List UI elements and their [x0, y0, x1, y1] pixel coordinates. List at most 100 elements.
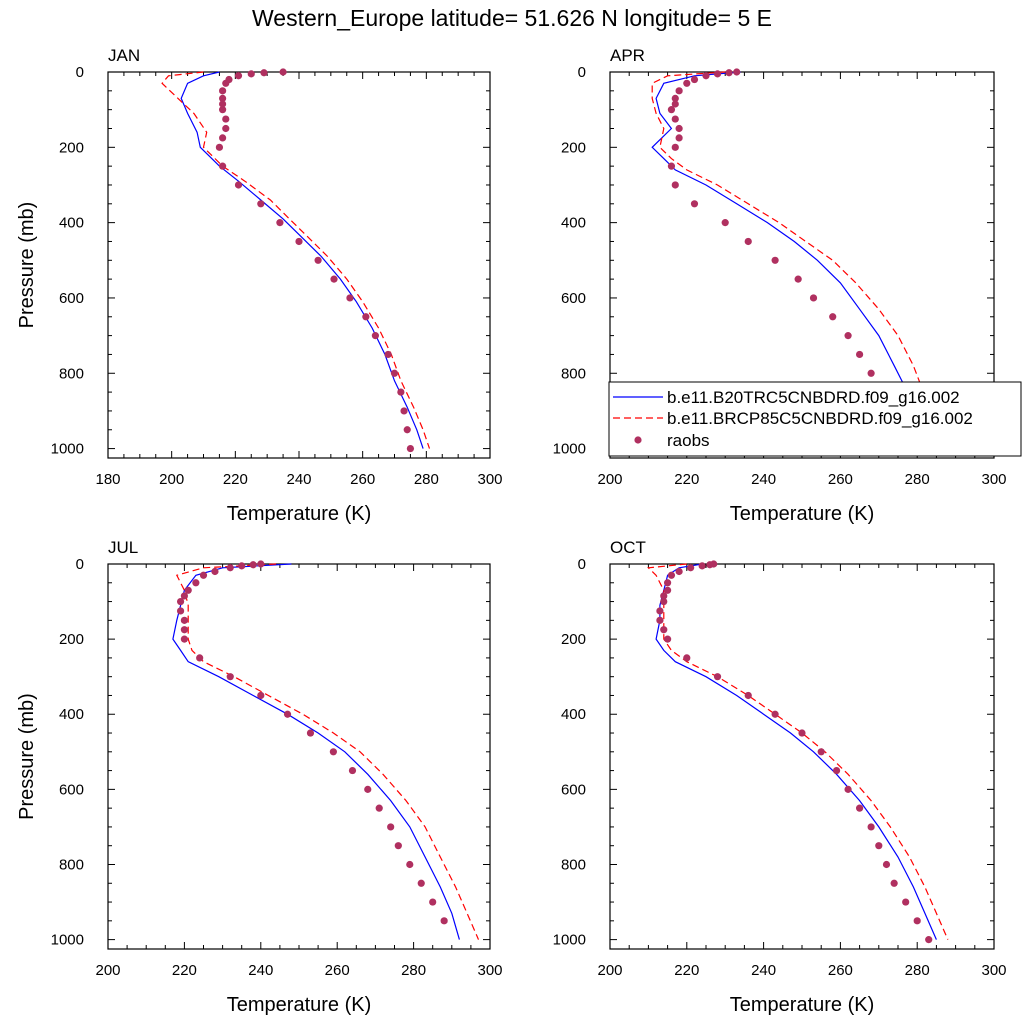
- raobs-point: [314, 256, 322, 264]
- raobs-point: [406, 860, 414, 869]
- raobs-point: [397, 388, 405, 396]
- raobs-point: [211, 567, 219, 576]
- y-tick-label: 800: [561, 365, 586, 382]
- raobs-point: [675, 134, 683, 142]
- y-tick-label: 1000: [553, 441, 586, 458]
- y-axis-label: Pressure (mb): [16, 202, 38, 329]
- y-tick-label: 600: [561, 290, 586, 307]
- raobs-point: [283, 710, 292, 718]
- raobs-point: [721, 219, 729, 227]
- x-tick-label: 260: [828, 962, 853, 979]
- raobs-point: [867, 823, 875, 831]
- series-line-rcp85: [647, 563, 949, 940]
- x-tick-label: 240: [248, 962, 273, 979]
- raobs-point: [196, 654, 204, 662]
- raobs-point: [234, 181, 243, 189]
- x-tick-label: 280: [905, 962, 930, 979]
- raobs-point: [660, 592, 668, 600]
- panel-label: OCT: [610, 538, 646, 557]
- x-tick-label: 220: [674, 471, 699, 488]
- raobs-point: [403, 426, 411, 434]
- raobs-point: [260, 69, 268, 77]
- raobs-point: [295, 237, 303, 246]
- x-tick-label: 260: [350, 471, 375, 488]
- series-line-rcp85: [161, 71, 431, 449]
- y-tick-label: 1000: [51, 932, 84, 949]
- raobs-point: [249, 561, 257, 569]
- legend-entry: b.e11.B20TRC5CNBDRD.f09_g16.002: [667, 388, 960, 407]
- raobs-point: [180, 635, 188, 643]
- raobs-point: [844, 332, 852, 340]
- raobs-point: [219, 94, 227, 102]
- raobs-point: [817, 748, 825, 756]
- legend-entry: b.e11.BRCP85C5CNBDRD.f09_g16.002: [667, 409, 973, 428]
- raobs-point: [882, 860, 891, 869]
- raobs-point: [387, 823, 395, 831]
- raobs-point: [733, 68, 741, 76]
- raobs-point: [698, 562, 706, 570]
- raobs-point: [222, 79, 230, 87]
- raobs-point: [440, 917, 448, 925]
- x-tick-label: 200: [95, 962, 120, 979]
- panels: 180 200 220 240 260 280 300 0 200 400 600 800 1000 Te…: [16, 46, 1007, 1016]
- x-tick-label: 200: [597, 471, 622, 488]
- raobs-point: [180, 626, 188, 634]
- raobs-point: [683, 79, 691, 87]
- raobs-point: [362, 313, 370, 321]
- raobs-point: [660, 597, 668, 606]
- x-tick-label: 200: [159, 471, 184, 488]
- x-axis-label: Temperature (K): [730, 503, 875, 525]
- raobs-point: [247, 70, 255, 78]
- raobs-point: [276, 219, 284, 227]
- raobs-point: [664, 635, 672, 643]
- x-tick-label: 280: [401, 962, 426, 979]
- x-tick-label: 220: [172, 962, 197, 979]
- raobs-point: [690, 75, 699, 84]
- raobs-point: [215, 143, 224, 151]
- raobs-point: [687, 564, 695, 572]
- y-tick-label: 0: [578, 556, 586, 573]
- raobs-point: [671, 100, 679, 108]
- legend-entry: raobs: [667, 431, 710, 450]
- y-tick-label: 200: [561, 631, 586, 648]
- x-axis-label: Temperature (K): [730, 994, 875, 1016]
- chart-panel-jan: 180 200 220 240 260 280 300 0 200 400 600 800 1000 Te…: [16, 46, 503, 525]
- raobs-point: [257, 560, 265, 568]
- raobs-point: [375, 804, 383, 812]
- y-tick-label: 1000: [51, 441, 84, 458]
- raobs-point: [176, 597, 185, 606]
- raobs-point: [667, 571, 676, 579]
- y-axis-label: Pressure (mb): [16, 693, 38, 820]
- chart-panel-jul: 200 220 240 260 280 300 0 200 400 600 800 1000 Tempe…: [16, 538, 503, 1016]
- raobs-point: [683, 654, 691, 662]
- x-tick-label: 280: [905, 471, 930, 488]
- raobs-point: [222, 124, 230, 133]
- raobs-point: [390, 369, 399, 377]
- raobs-point: [832, 766, 841, 775]
- raobs-point: [809, 294, 818, 302]
- panel-label: JUL: [108, 538, 138, 557]
- raobs-point: [902, 898, 910, 906]
- plot-frame: [107, 563, 491, 950]
- chart-panel-oct: 200 220 240 260 280 300 0 200 400 600 800 1000 Tempe…: [553, 538, 1007, 1016]
- raobs-point: [925, 936, 933, 944]
- legend-box: [608, 381, 1022, 457]
- raobs-point: [400, 407, 408, 415]
- raobs-point: [192, 579, 200, 587]
- raobs-point: [257, 691, 265, 700]
- series-line-rcp85: [651, 71, 945, 449]
- y-tick-label: 800: [561, 856, 586, 873]
- raobs-point: [219, 87, 227, 95]
- raobs-point: [675, 87, 683, 95]
- raobs-point: [725, 69, 733, 77]
- raobs-point: [257, 200, 265, 208]
- y-tick-label: 0: [76, 556, 84, 573]
- raobs-point: [656, 616, 664, 624]
- x-tick-label: 180: [95, 471, 120, 488]
- raobs-point: [330, 275, 338, 283]
- raobs-point: [226, 673, 234, 681]
- raobs-point: [702, 72, 710, 80]
- x-tick-label: 300: [477, 471, 502, 488]
- x-tick-label: 300: [477, 962, 502, 979]
